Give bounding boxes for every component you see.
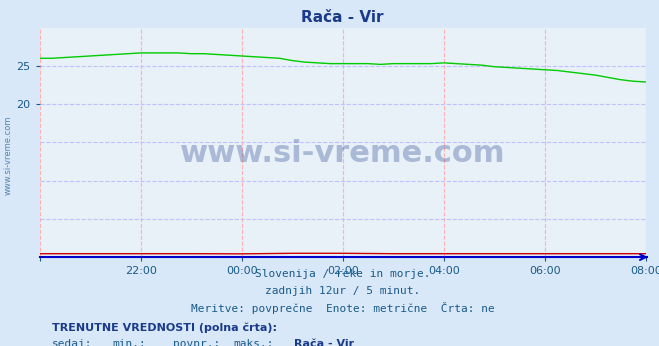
Text: min.:: min.: xyxy=(112,339,146,346)
Title: Rača - Vir: Rača - Vir xyxy=(301,10,384,25)
Text: Meritve: povprečne  Enote: metrične  Črta: ne: Meritve: povprečne Enote: metrične Črta:… xyxy=(191,302,494,314)
Text: zadnjih 12ur / 5 minut.: zadnjih 12ur / 5 minut. xyxy=(265,286,420,296)
Text: www.si-vreme.com: www.si-vreme.com xyxy=(180,139,505,169)
Text: www.si-vreme.com: www.si-vreme.com xyxy=(3,116,13,195)
Text: sedaj:: sedaj: xyxy=(51,339,92,346)
Text: Rača - Vir: Rača - Vir xyxy=(294,339,355,346)
Text: povpr.:: povpr.: xyxy=(173,339,220,346)
Text: maks.:: maks.: xyxy=(233,339,274,346)
Text: TRENUTNE VREDNOSTI (polna črta):: TRENUTNE VREDNOSTI (polna črta): xyxy=(51,323,277,333)
Text: Slovenija / reke in morje.: Slovenija / reke in morje. xyxy=(255,270,430,280)
